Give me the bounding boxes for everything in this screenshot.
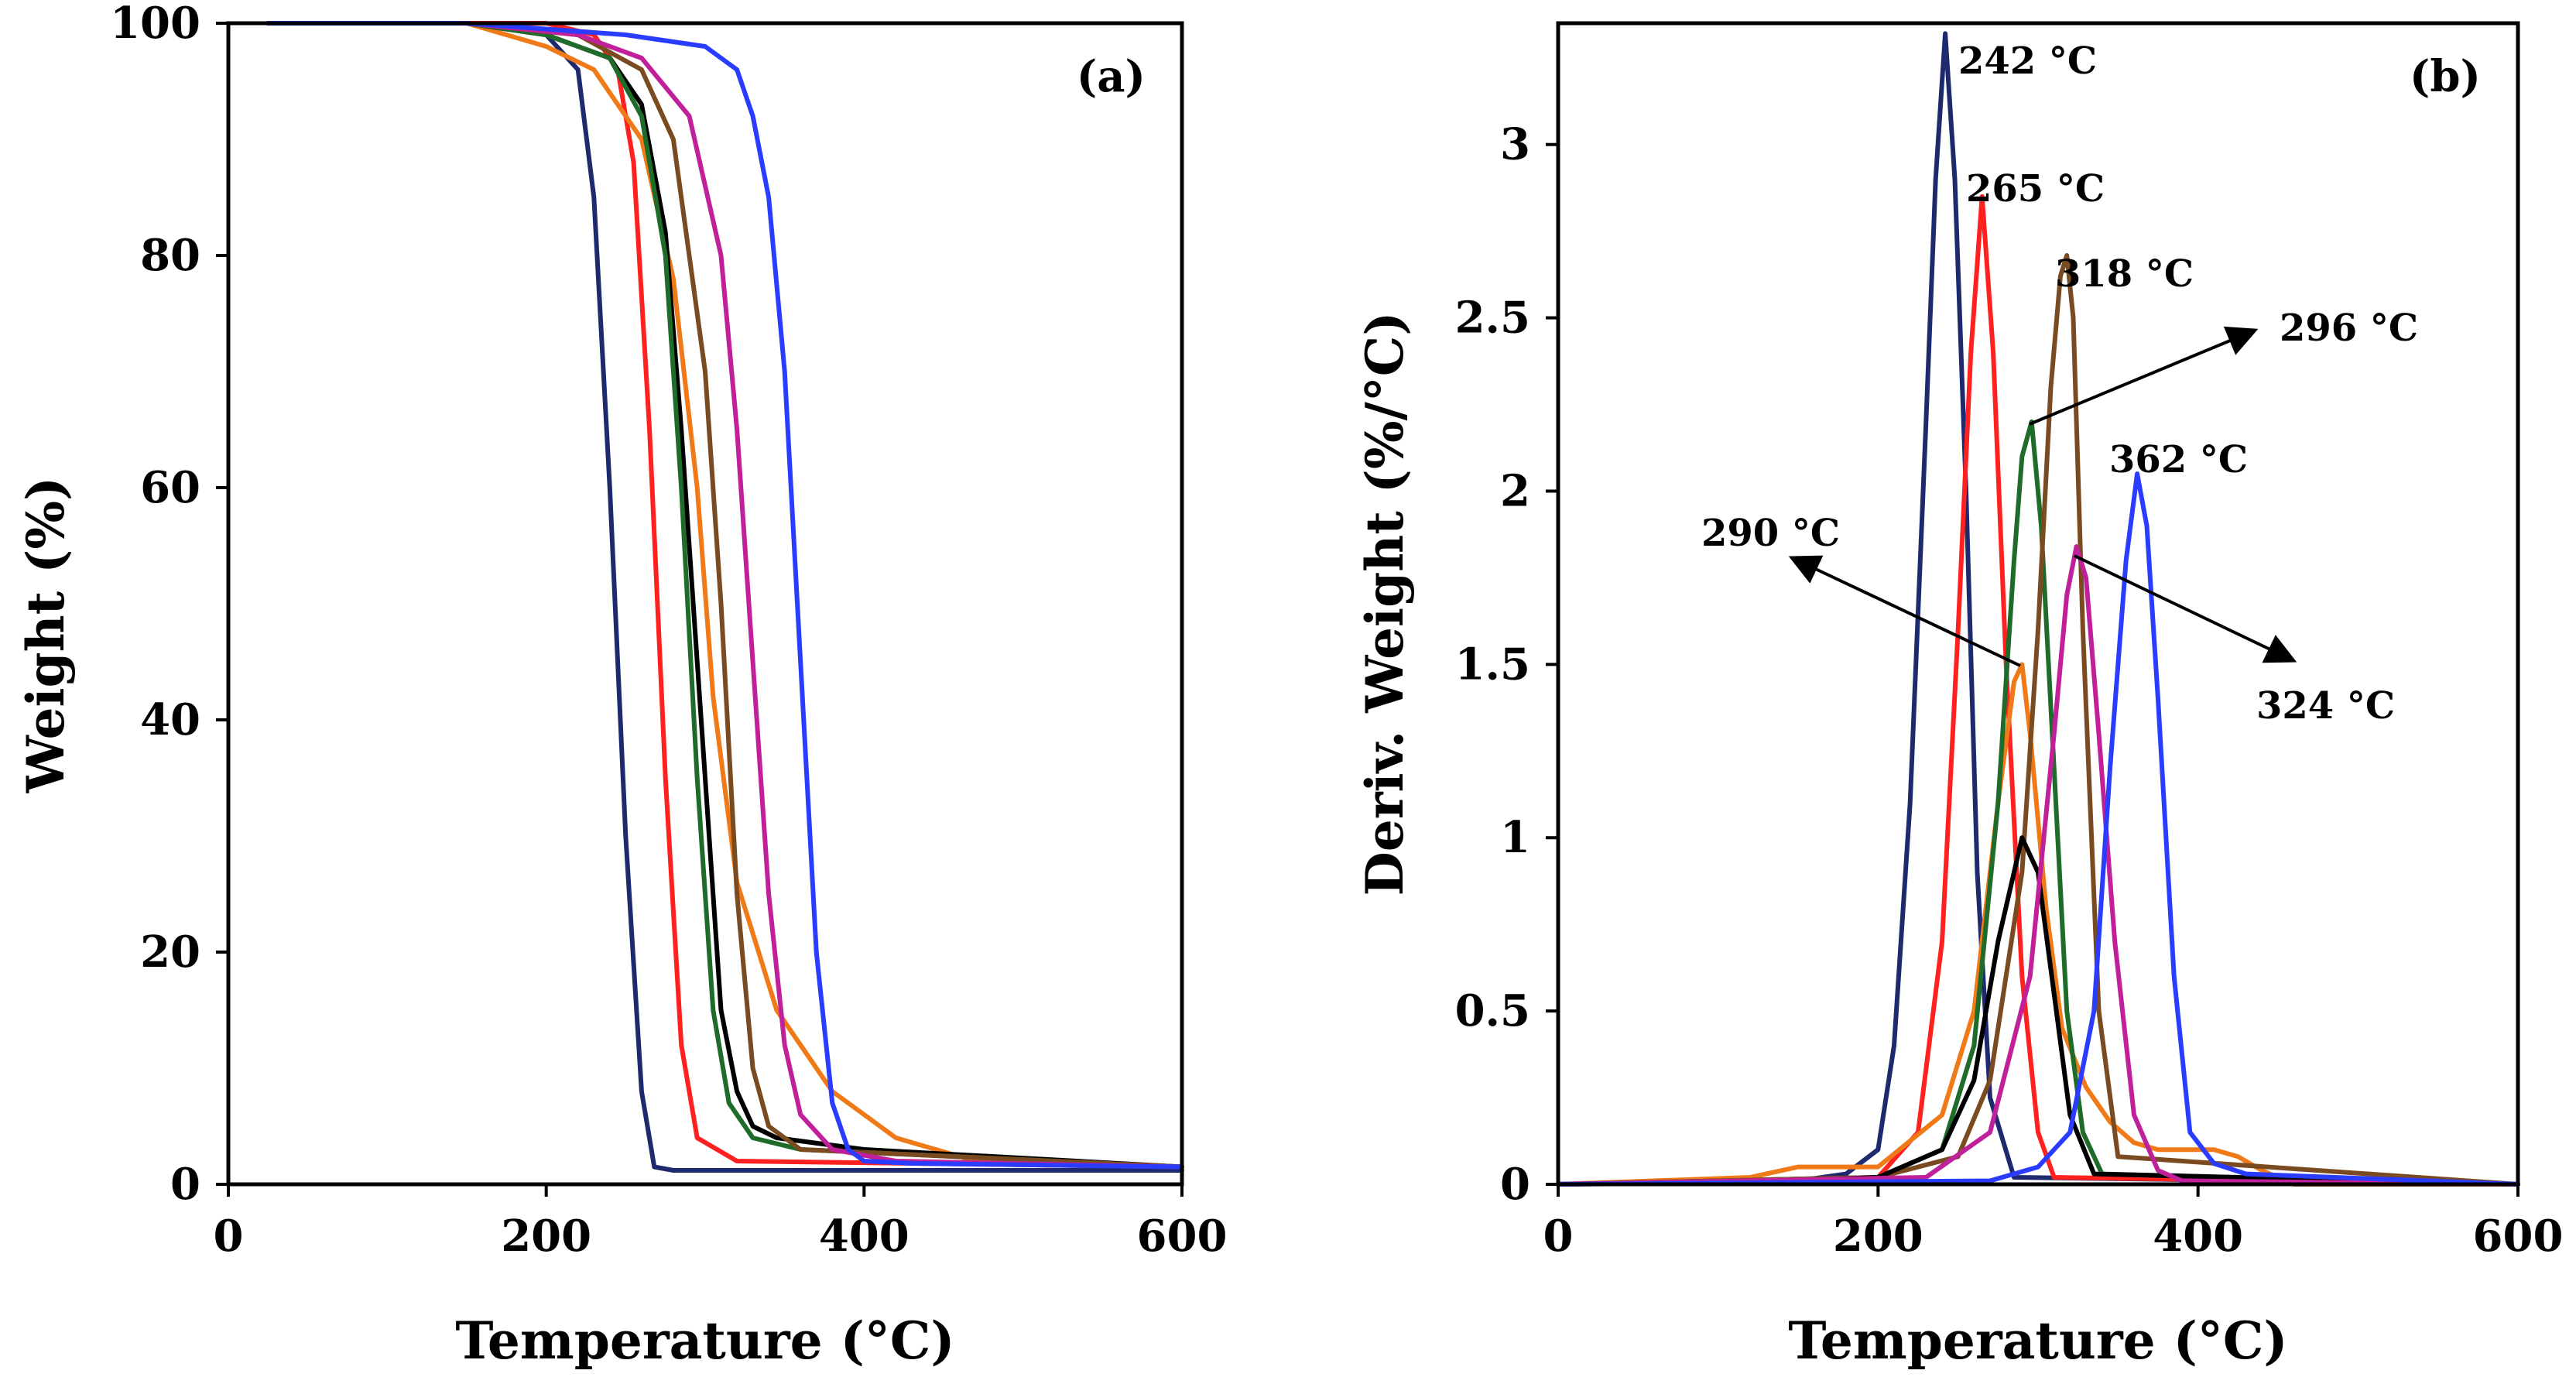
peak-label-265: 265 °C [1966, 167, 2105, 211]
panel-a-x-axis-title: Temperature (°C) [455, 1310, 954, 1371]
panel-a-y-tick-label: 20 [140, 927, 200, 978]
panel-b-y-tick-label: 1 [1500, 812, 1530, 863]
panel-b-y-tick-label: 2.5 [1455, 293, 1530, 344]
panel-a-y-tick-label: 40 [140, 694, 200, 745]
panel-a-series-brown [265, 21, 1184, 1170]
panel-b-series-magenta [1556, 544, 2520, 1187]
panel-b-x-axis-title: Temperature (°C) [1788, 1310, 2287, 1371]
panel-b-y-tick-label: 1.5 [1455, 639, 1530, 690]
panel-a-y-tick-label: 80 [140, 230, 200, 281]
panel-b-y-tick-label: 0 [1500, 1159, 1530, 1210]
panel-a-series-magenta [265, 21, 1184, 1170]
panel-a-label: (a) [1077, 51, 1146, 102]
peak-label-290: 290 °C [1701, 512, 1840, 555]
panel-b-y-axis-title: Deriv. Weight (%/°C) [1355, 312, 1415, 896]
panel-a-plot-frame [226, 21, 1184, 1187]
panel-b-curves [1556, 31, 2520, 1187]
peak-label-296: 296 °C [2280, 307, 2418, 350]
arrow-296 [2029, 326, 2259, 426]
panel-a-y-axis-title: Weight (%) [15, 477, 76, 794]
panel-b-x-tick-label: 0 [1543, 1211, 1574, 1262]
panel-b-y-tick-label: 3 [1500, 119, 1530, 170]
panel-b-series-blue [1556, 471, 2520, 1187]
panel-a-x-tick-label: 0 [214, 1211, 244, 1262]
panel-a-series-blue [265, 21, 1184, 1170]
panel-b-ticks: 0 200 400 600 0 0.5 1 1.5 2 2.5 3 [1455, 119, 2564, 1262]
panel-a-x-tick-label: 400 [819, 1211, 909, 1262]
panel-a-ticks: 0 200 400 600 0 20 40 60 80 100 [110, 0, 1227, 1262]
panel-a-tga-chart: 0 200 400 600 0 20 40 60 80 100 (a) Temperature (… [15, 0, 1227, 1371]
peak-label-318: 318 °C [2055, 252, 2194, 296]
panel-b-series-orange [1556, 662, 2520, 1187]
peak-label-362: 362 °C [2109, 438, 2248, 481]
panel-b-x-tick-label: 400 [2153, 1211, 2243, 1262]
arrow-324 [2074, 554, 2297, 663]
panel-a-y-tick-label: 0 [170, 1159, 200, 1210]
panel-a-x-tick-label: 200 [501, 1211, 591, 1262]
panel-a-series-orange [265, 21, 1184, 1170]
panel-a-series-navy [265, 21, 1184, 1173]
panel-a-series-red [265, 21, 1184, 1170]
panel-a-y-tick-label: 100 [110, 0, 200, 49]
panel-b-x-tick-label: 600 [2473, 1211, 2564, 1262]
panel-a-x-tick-label: 600 [1137, 1211, 1228, 1262]
panel-a-y-tick-label: 60 [140, 462, 200, 513]
panel-b-dtg-chart: 0 200 400 600 0 0.5 1 1.5 2 2.5 3 (b) Temperature … [1355, 21, 2564, 1371]
panel-a-curves [265, 21, 1184, 1173]
panel-b-x-tick-label: 200 [1833, 1211, 1923, 1262]
panel-a-series-black [265, 21, 1184, 1170]
peak-label-242: 242 °C [1958, 39, 2097, 83]
panel-b-series-green [1556, 419, 2520, 1187]
panel-a-series-green [265, 21, 1184, 1170]
peak-label-324: 324 °C [2256, 684, 2395, 728]
panel-b-y-tick-label: 0.5 [1455, 985, 1530, 1036]
panel-b-label: (b) [2410, 51, 2481, 102]
arrow-290 [1788, 555, 2021, 667]
panel-b-plot-frame [1556, 21, 2520, 1187]
panel-b-y-tick-label: 2 [1500, 465, 1530, 516]
